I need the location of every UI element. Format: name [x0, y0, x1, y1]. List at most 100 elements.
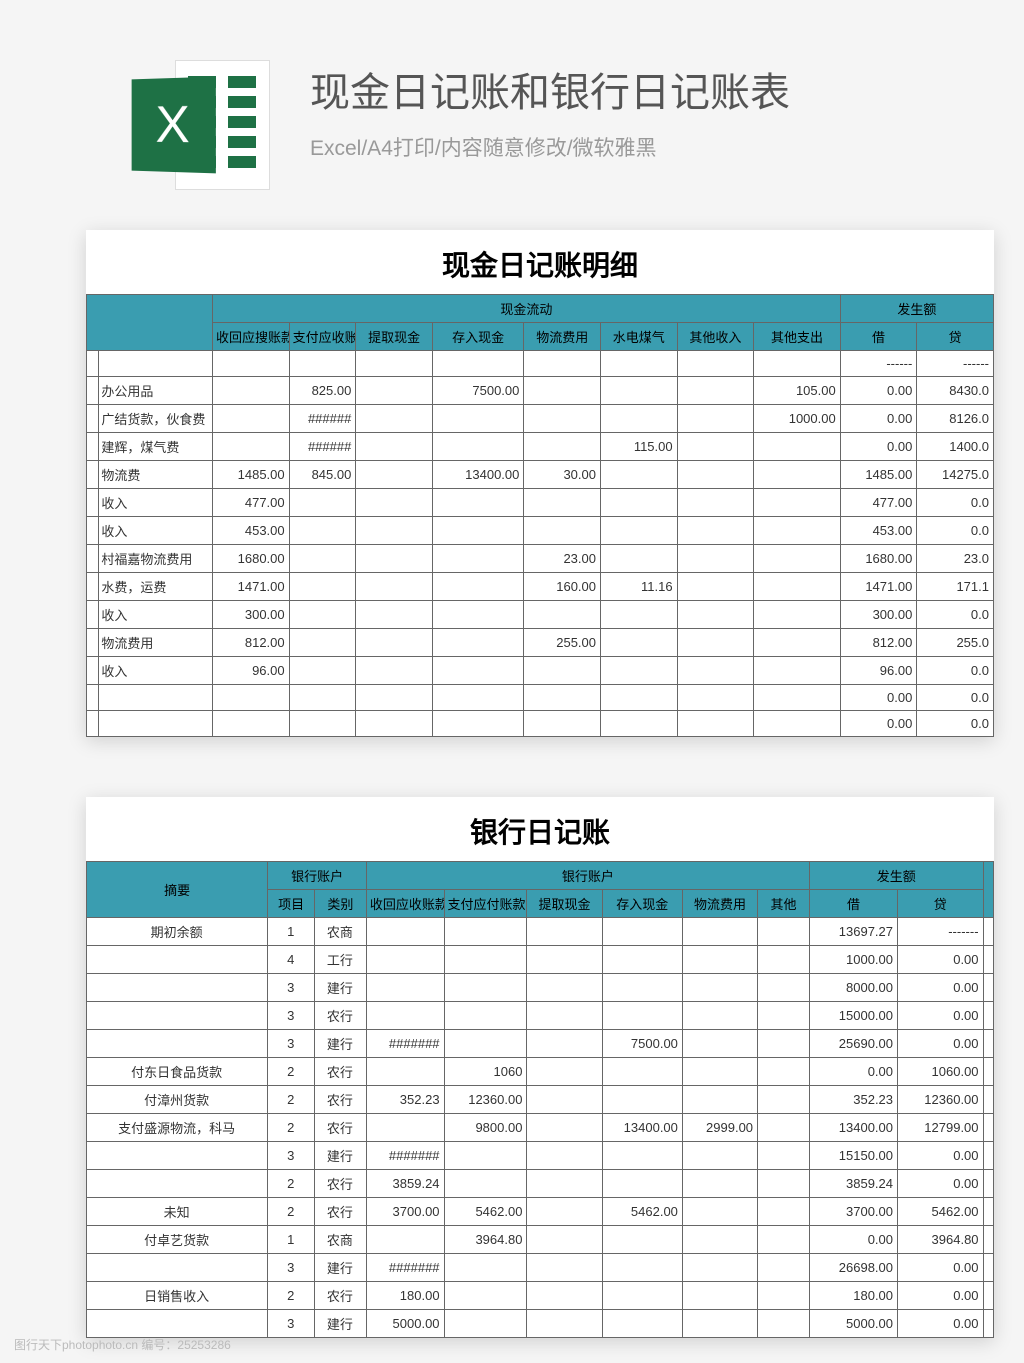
- cell-desc: 收入: [99, 657, 213, 685]
- cell: 0.00: [898, 1254, 984, 1282]
- cell: 12799.00: [898, 1114, 984, 1142]
- cell: [983, 1254, 993, 1282]
- cell: 115.00: [601, 433, 678, 461]
- table-row: 0.000.0: [87, 685, 994, 711]
- cell: [356, 405, 433, 433]
- cell: [432, 685, 523, 711]
- cell: [758, 1226, 810, 1254]
- cell: [677, 711, 754, 737]
- cell: [432, 573, 523, 601]
- table-row: 3建行#######7500.0025690.000.00: [87, 1030, 994, 1058]
- cell: 0.0: [917, 657, 994, 685]
- cell: [601, 685, 678, 711]
- cell: [677, 517, 754, 545]
- cell: 477.00: [213, 489, 290, 517]
- cell-summary: 期初余额: [87, 918, 268, 946]
- cell: 3964.80: [444, 1226, 527, 1254]
- cell: [983, 1058, 993, 1086]
- cell: 23.00: [524, 545, 601, 573]
- cell: [758, 1282, 810, 1310]
- cell: 453.00: [840, 517, 917, 545]
- table-row: 期初余额1农商13697.27-------: [87, 918, 994, 946]
- cell: [356, 351, 433, 377]
- cell: [983, 1170, 993, 1198]
- cell-type: 农行: [315, 1170, 367, 1198]
- cell: 300.00: [213, 601, 290, 629]
- cell: [432, 601, 523, 629]
- cell: [213, 405, 290, 433]
- cell: [754, 601, 841, 629]
- cell: [527, 1142, 602, 1170]
- cell: [677, 351, 754, 377]
- watermark: 图行天下photophoto.cn 编号：25253286: [14, 1336, 231, 1353]
- cell-summary: [87, 1310, 268, 1338]
- cell: [682, 1086, 757, 1114]
- cell: [983, 1086, 993, 1114]
- cell-type: 建行: [315, 1030, 367, 1058]
- cell: [87, 461, 99, 489]
- cell: 8430.0: [917, 377, 994, 405]
- cell: [758, 974, 810, 1002]
- cell-desc: 物流费: [99, 461, 213, 489]
- cell: [87, 601, 99, 629]
- table-row: 付卓艺货款1农商3964.800.003964.80: [87, 1226, 994, 1254]
- cell: 8000.00: [809, 974, 897, 1002]
- cell: 1680.00: [840, 545, 917, 573]
- table-row: 3建行#######26698.000.00: [87, 1254, 994, 1282]
- cell: 23.0: [917, 545, 994, 573]
- cell: [601, 351, 678, 377]
- cell-project: 2: [268, 1282, 315, 1310]
- cell: [682, 974, 757, 1002]
- cell: [602, 918, 682, 946]
- cell: [444, 918, 527, 946]
- cell: 5462.00: [444, 1198, 527, 1226]
- cell: 1000.00: [809, 946, 897, 974]
- cell: [677, 657, 754, 685]
- cell: [758, 1086, 810, 1114]
- table-row: 2农行3859.243859.240.00: [87, 1170, 994, 1198]
- cell: 1471.00: [840, 573, 917, 601]
- cell-project: 1: [268, 1226, 315, 1254]
- table-row: 3建行#######15150.000.00: [87, 1142, 994, 1170]
- t2-col-header: 存入现金: [602, 890, 682, 918]
- cell: [87, 685, 99, 711]
- cell: 8126.0: [917, 405, 994, 433]
- table-row: 物流费1485.00845.0013400.0030.001485.001427…: [87, 461, 994, 489]
- cell: [527, 974, 602, 1002]
- cell: 180.00: [809, 1282, 897, 1310]
- cell: [87, 657, 99, 685]
- table-row: 收入300.00300.000.0: [87, 601, 994, 629]
- cell: [356, 685, 433, 711]
- cell-type: 建行: [315, 1310, 367, 1338]
- cell: [754, 461, 841, 489]
- cell: [444, 1170, 527, 1198]
- cell-desc: 水费，运费: [99, 573, 213, 601]
- cell-summary: 付卓艺货款: [87, 1226, 268, 1254]
- cell: [87, 433, 99, 461]
- cash-journal-table: 现金流动 发生额 收回应搜账款支付应收账款提取现金存入现金物流费用水电煤气其他收…: [86, 294, 994, 737]
- cell: 15150.00: [809, 1142, 897, 1170]
- cell-project: 2: [268, 1086, 315, 1114]
- cell: 0.00: [898, 946, 984, 974]
- cell-desc: 收入: [99, 517, 213, 545]
- cell: 255.00: [524, 629, 601, 657]
- cell-type: 农行: [315, 1002, 367, 1030]
- cell-desc: 村福嘉物流费用: [99, 545, 213, 573]
- t1-col-header: 其他支出: [754, 323, 841, 351]
- bank-journal-sheet: 银行日记账 摘要 银行账户 银行账户 发生额 项目类别收回应收账款支付应付账款提…: [86, 797, 994, 1338]
- cell: [758, 1310, 810, 1338]
- cell: [758, 1142, 810, 1170]
- t1-col-header: 其他收入: [677, 323, 754, 351]
- page-title: 现金日记账和银行日记账表: [310, 60, 790, 118]
- cell: [983, 1114, 993, 1142]
- cell: [601, 517, 678, 545]
- cell-summary: 支付盛源物流，科马: [87, 1114, 268, 1142]
- cell-type: 农行: [315, 1282, 367, 1310]
- cell: 0.00: [809, 1058, 897, 1086]
- cell: 26698.00: [809, 1254, 897, 1282]
- cell: [983, 1030, 993, 1058]
- t1-col-header: 借: [840, 323, 917, 351]
- cell: [366, 946, 444, 974]
- cell-type: 建行: [315, 974, 367, 1002]
- t2-col-header: 收回应收账款: [366, 890, 444, 918]
